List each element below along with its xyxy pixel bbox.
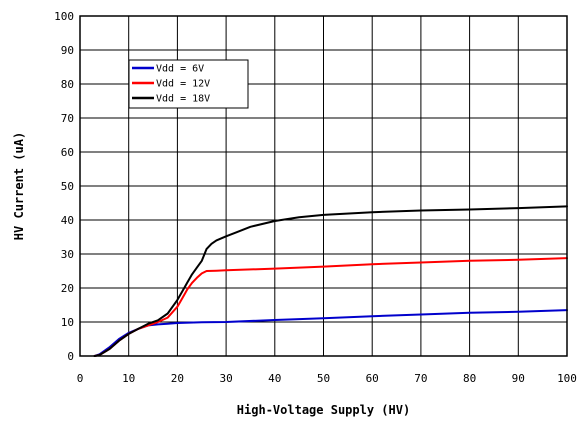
legend-label-0: Vdd = 6V (156, 64, 204, 75)
series-line-2 (93, 205, 568, 357)
x-tick-label: 50 (317, 372, 330, 385)
y-tick-label: 10 (61, 316, 74, 329)
y-tick-label: 20 (61, 282, 74, 295)
x-tick-label: 60 (366, 372, 379, 385)
x-tick-label: 40 (268, 372, 281, 385)
legend: Vdd = 6V Vdd = 12V Vdd = 18V (128, 59, 249, 109)
x-tick-label: 30 (219, 372, 232, 385)
y-tick-label: 100 (54, 10, 74, 23)
x-tick-label: 100 (557, 372, 577, 385)
plot-frame (79, 15, 568, 357)
x-tick-label: 70 (414, 372, 427, 385)
x-tick-label: 80 (463, 372, 476, 385)
y-axis-title: HV Current (uA) (12, 132, 26, 240)
series-line-1 (93, 257, 568, 357)
series-layer (93, 205, 568, 357)
x-tick-label: 10 (122, 372, 135, 385)
series-line-0 (93, 309, 568, 357)
legend-label-2: Vdd = 18V (156, 94, 210, 105)
legend-label-1: Vdd = 12V (156, 79, 210, 90)
y-tick-label: 70 (61, 112, 74, 125)
y-tick-label: 60 (61, 146, 74, 159)
y-tick-label: 50 (61, 180, 74, 193)
x-tick-label: 0 (77, 372, 84, 385)
tick-labels: 0 10 20 30 40 50 60 70 80 90 100 0 10 20 30 40 50 60 70 80 9… (54, 10, 577, 385)
y-tick-label: 40 (61, 214, 74, 227)
x-tick-label: 20 (171, 372, 184, 385)
y-tick-label: 90 (61, 44, 74, 57)
x-axis-title: High-Voltage Supply (HV) (237, 403, 410, 417)
y-tick-label: 80 (61, 78, 74, 91)
y-tick-label: 0 (67, 350, 74, 363)
y-tick-label: 30 (61, 248, 74, 261)
x-tick-label: 90 (512, 372, 525, 385)
